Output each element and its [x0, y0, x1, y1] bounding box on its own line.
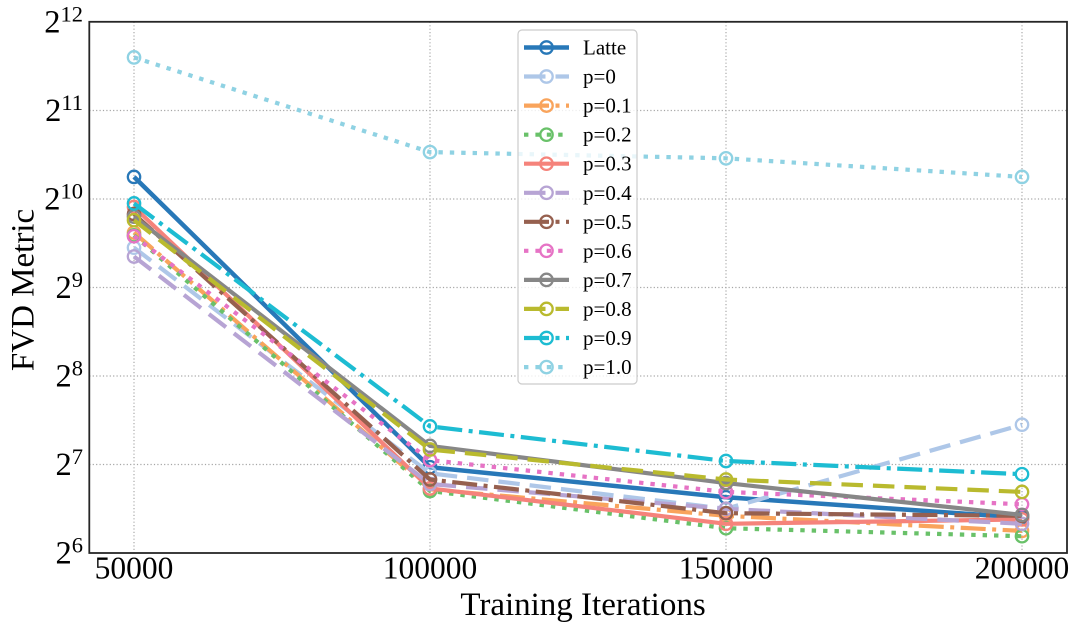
svg-text:50000: 50000 — [95, 551, 174, 586]
svg-text:p=0.5: p=0.5 — [583, 210, 632, 234]
svg-text:p=0.3: p=0.3 — [583, 152, 632, 176]
svg-text:150000: 150000 — [679, 551, 774, 586]
svg-text:p=0: p=0 — [583, 65, 616, 89]
svg-text:Latte: Latte — [583, 36, 626, 60]
svg-text:p=0.9: p=0.9 — [583, 326, 632, 350]
svg-text:p=0.6: p=0.6 — [583, 239, 632, 263]
svg-text:Training Iterations: Training Iterations — [460, 587, 705, 623]
svg-text:29: 29 — [56, 267, 84, 306]
svg-text:p=0.2: p=0.2 — [583, 123, 632, 147]
svg-text:FVD Metric: FVD Metric — [6, 209, 42, 371]
svg-text:p=1.0: p=1.0 — [583, 355, 632, 379]
svg-text:p=0.8: p=0.8 — [583, 297, 632, 321]
svg-text:200000: 200000 — [975, 551, 1070, 586]
svg-text:100000: 100000 — [383, 551, 478, 586]
svg-text:p=0.4: p=0.4 — [583, 181, 632, 205]
svg-text:p=0.1: p=0.1 — [583, 94, 632, 118]
svg-text:p=0.7: p=0.7 — [583, 268, 632, 292]
